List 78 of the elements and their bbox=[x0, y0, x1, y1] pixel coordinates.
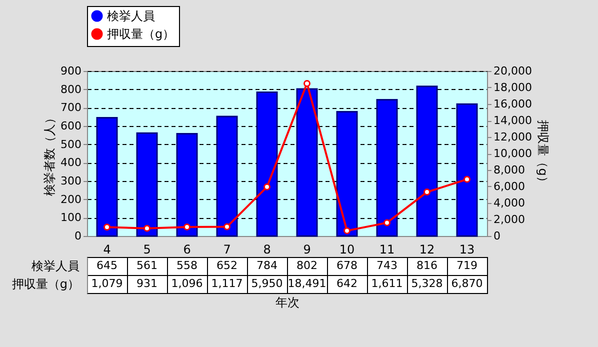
point bbox=[264, 183, 270, 190]
data-label: 784 bbox=[256, 259, 278, 272]
point bbox=[384, 219, 390, 226]
x-tick-label: 13 bbox=[459, 242, 475, 256]
data-label: 931 bbox=[136, 277, 158, 290]
data-label: 645 bbox=[96, 259, 118, 272]
y-axis-title: 検挙者数（人） bbox=[42, 112, 57, 196]
text: 検挙人員 bbox=[32, 259, 80, 273]
y2-tick-label: 8,000 bbox=[494, 164, 525, 176]
point bbox=[104, 224, 110, 231]
y-tick-label: 400 bbox=[60, 156, 82, 170]
x-tick-label: 7 bbox=[223, 242, 231, 256]
y-tick-label: 100 bbox=[60, 211, 82, 224]
x-tick-label: 8 bbox=[263, 242, 271, 256]
x-tick-label: 11 bbox=[379, 242, 395, 256]
data-label: 1,117 bbox=[211, 277, 243, 290]
y-tick-label: 900 bbox=[60, 64, 82, 78]
data-label: 18,491 bbox=[288, 277, 326, 290]
y-tick-label: 700 bbox=[60, 101, 82, 114]
y2-tick-label: 2,000 bbox=[494, 213, 525, 226]
data-label: 678 bbox=[336, 259, 358, 272]
y2-tick-label: 6,000 bbox=[494, 180, 525, 193]
y-tick-label: 300 bbox=[60, 174, 82, 188]
bar bbox=[256, 92, 278, 237]
x-tick-label: 9 bbox=[303, 242, 311, 256]
y2-tick-label: 20,000 bbox=[494, 64, 532, 78]
y2-tick-label: 4,000 bbox=[494, 196, 525, 210]
y2-tick-label: 16,000 bbox=[494, 98, 532, 110]
point bbox=[224, 223, 230, 230]
data-label: 652 bbox=[216, 259, 238, 272]
x-axis-title: 年次 bbox=[276, 296, 300, 310]
data-label: 558 bbox=[176, 259, 198, 272]
data-label: 5,328 bbox=[411, 277, 443, 290]
x-tick-label: 5 bbox=[143, 242, 151, 256]
y-tick-label: 800 bbox=[60, 82, 82, 96]
y-tick-label: 0 bbox=[74, 230, 82, 242]
y2-tick-label: 0 bbox=[494, 230, 500, 242]
y2-tick-label: 18,000 bbox=[494, 81, 532, 94]
y-tick-label: 500 bbox=[60, 138, 82, 151]
point bbox=[424, 188, 430, 196]
bar bbox=[216, 116, 238, 237]
bar bbox=[176, 132, 198, 237]
point bbox=[464, 176, 470, 183]
data-label: 1,079 bbox=[91, 277, 123, 290]
data-label: 1,611 bbox=[371, 277, 403, 290]
data-label: 816 bbox=[416, 259, 438, 272]
point bbox=[304, 80, 310, 87]
y2-axis-title: 押収量（g） bbox=[536, 120, 550, 188]
data-label: 802 bbox=[296, 259, 318, 272]
y-tick-label: 200 bbox=[60, 192, 82, 206]
data-label: 719 bbox=[456, 259, 478, 272]
x-tick-label: 6 bbox=[183, 242, 191, 256]
bar bbox=[296, 88, 318, 237]
point bbox=[344, 227, 350, 234]
bar bbox=[416, 86, 438, 237]
bar bbox=[456, 103, 478, 237]
bar bbox=[376, 99, 398, 237]
x-tick-label: 12 bbox=[419, 242, 435, 256]
data-label: 743 bbox=[376, 259, 398, 272]
y2-tick-label: 14,000 bbox=[494, 114, 532, 127]
legend-label: 押収量（g） bbox=[107, 27, 175, 41]
data-label: 6,870 bbox=[451, 277, 483, 290]
point bbox=[144, 224, 150, 232]
y2-tick-label: 12,000 bbox=[494, 130, 532, 144]
point bbox=[184, 223, 190, 230]
data-label: 1,096 bbox=[171, 277, 203, 290]
bar bbox=[336, 110, 358, 237]
data-label: 561 bbox=[136, 259, 158, 272]
data-label: 642 bbox=[336, 277, 358, 290]
y2-tick-label: 10,000 bbox=[494, 147, 532, 160]
x-tick-label: 10 bbox=[339, 242, 355, 256]
x-tick-label: 4 bbox=[103, 242, 111, 256]
y-tick-label: 600 bbox=[60, 120, 82, 132]
data-label: 5,950 bbox=[251, 277, 283, 290]
legend-label: 検挙人員 bbox=[107, 9, 155, 23]
text: 押収量（g） bbox=[12, 277, 80, 291]
bar bbox=[136, 132, 158, 237]
bar bbox=[96, 117, 118, 237]
